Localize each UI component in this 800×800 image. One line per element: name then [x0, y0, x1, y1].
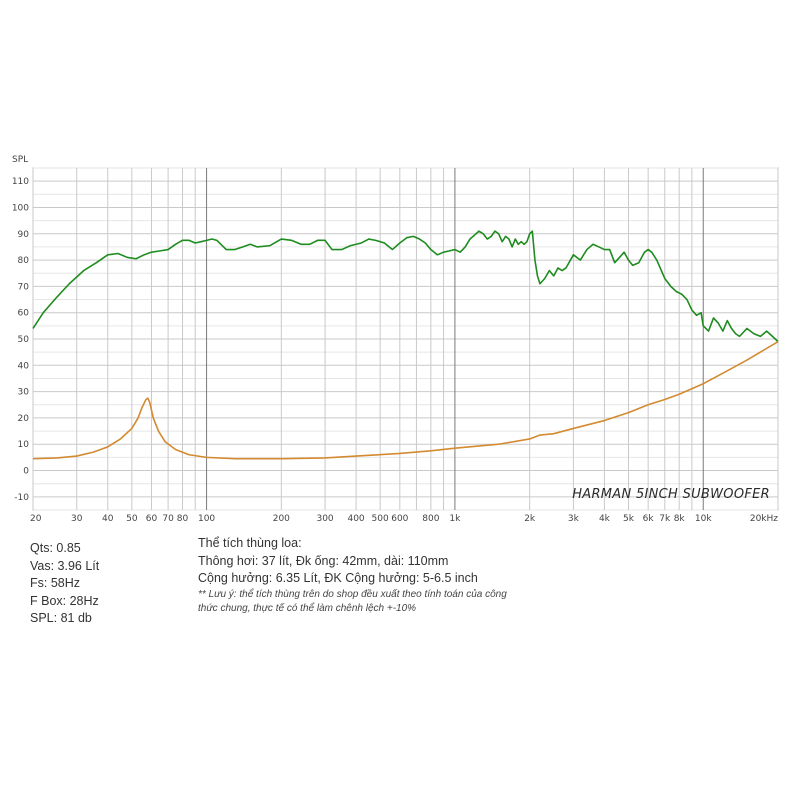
y-tick-label: -10 [14, 493, 29, 503]
x-tick-label: 800 [422, 514, 439, 524]
x-tick-label: 8k [674, 514, 686, 524]
spec-vas: Vas: 3.96 Lít [30, 558, 100, 573]
x-tick-label: 2k [524, 514, 536, 524]
y-tick-label: 80 [18, 256, 30, 266]
driver-specs: Qts: 0.85 Vas: 3.96 Lít Fs: 58Hz F Box: … [30, 540, 99, 628]
y-tick-label: 0 [23, 467, 29, 477]
x-tick-label: 80 [177, 514, 189, 524]
y-tick-label: 20 [18, 414, 30, 424]
x-tick-label: 500 [372, 514, 389, 524]
y-tick-label: 100 [12, 203, 29, 213]
spl-response-line [32, 230, 779, 343]
notes-resonance: Cộng hưởng: 6.35 Lít, ĐK Cộng hưởng: 5-6… [198, 571, 478, 585]
chart-title: HARMAN 5INCH SUBWOOFER [572, 487, 770, 502]
x-tick-label: 3k [568, 514, 580, 524]
enclosure-notes: Thể tích thùng loa: Thông hơi: 37 lít, Đ… [198, 535, 507, 617]
spec-fs: Fs: 58Hz [30, 576, 81, 591]
y-tick-label: 30 [18, 388, 30, 398]
spec-qts: Qts: 0.85 [30, 541, 81, 555]
notes-disclaimer-line2: thức chung, thực tế có thể làm chênh lệc… [198, 603, 417, 614]
x-tick-labels: 20 30 40 50 60 70 80 100 200 300 400 500 600 800 1k 2k 3… [30, 514, 778, 524]
x-tick-label: 5k [623, 514, 635, 524]
notes-vented: Thông hơi: 37 lít, Đk ống: 42mm, dài: 11… [198, 553, 449, 568]
spec-spl: SPL: 81 db [30, 611, 92, 626]
x-tick-label: 4k [599, 514, 611, 524]
y-tick-label: 10 [18, 440, 30, 450]
y-axis-label: SPL [12, 155, 28, 165]
y-tick-label: 70 [18, 282, 30, 292]
x-tick-label: 30 [71, 514, 83, 524]
x-tick-label: 60 [146, 514, 158, 524]
x-tick-label: 400 [347, 514, 364, 524]
x-tick-label: 100 [198, 514, 215, 524]
spec-fbox: F Box: 28Hz [30, 593, 99, 608]
y-tick-label: 40 [18, 361, 30, 371]
y-tick-label: 60 [18, 309, 30, 319]
x-tick-label: 300 [316, 514, 333, 524]
grid-lines [32, 167, 779, 511]
y-tick-label: 90 [18, 230, 30, 240]
notes-heading: Thể tích thùng loa: [198, 536, 302, 550]
x-tick-label: 200 [273, 514, 290, 524]
x-tick-label: 40 [102, 514, 114, 524]
y-tick-label: 110 [12, 177, 29, 187]
x-tick-label: 600 [391, 514, 408, 524]
x-tick-label: 7k [659, 514, 671, 524]
x-tick-label: 6k [643, 514, 655, 524]
x-tick-label: 20kHz [750, 514, 778, 524]
x-tick-label: 10k [695, 514, 712, 524]
x-tick-label: 50 [126, 514, 138, 524]
impedance-line [32, 340, 779, 460]
x-tick-label: 20 [30, 514, 42, 524]
series-lines [32, 230, 779, 460]
x-tick-label: 70 [162, 514, 174, 524]
x-tick-label: 1k [449, 514, 461, 524]
y-tick-label: 50 [18, 335, 30, 345]
notes-disclaimer-line1: ** Lưu ý: thể tích thùng trên do shop đề… [198, 588, 507, 600]
